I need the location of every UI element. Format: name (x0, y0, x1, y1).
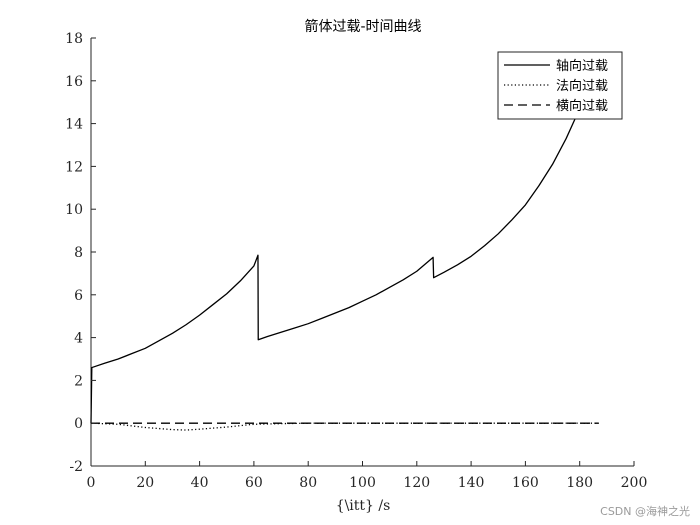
y-tick-label: 16 (65, 74, 83, 90)
y-tick-label: 8 (74, 245, 83, 261)
x-tick-label: 200 (621, 475, 648, 491)
x-tick-label: 180 (566, 475, 593, 491)
y-tick-label: 0 (74, 416, 83, 432)
x-axis-label: {\itt} /s (336, 498, 391, 514)
x-axis: 0 20 40 60 80 100 120 140 160 180 200 (87, 461, 648, 491)
y-tick-label: 18 (65, 31, 83, 47)
y-tick-label: 12 (65, 159, 83, 175)
x-tick-label: 80 (299, 475, 317, 491)
y-tick-label: 2 (74, 373, 83, 389)
x-tick-label: 40 (191, 475, 209, 491)
series-line-1 (90, 93, 589, 424)
series-line-2 (90, 422, 599, 431)
chart-title: 箭体过载-时间曲线 (304, 18, 421, 35)
x-tick-label: 100 (349, 475, 376, 491)
x-tick-label: 160 (512, 475, 539, 491)
x-tick-label: 20 (136, 475, 154, 491)
y-tick-label: -2 (69, 459, 83, 475)
x-tick-label: 60 (245, 475, 263, 491)
legend-label: 轴向过载 (556, 58, 608, 74)
y-tick-label: 6 (74, 288, 83, 304)
legend-label: 法向过载 (556, 78, 608, 94)
legend-label: 横向过载 (556, 98, 608, 114)
y-tick-label: 4 (74, 331, 83, 347)
y-tick-label: 14 (65, 117, 83, 133)
y-axis: -2 0 2 4 6 8 10 12 14 16 18 (65, 31, 96, 475)
y-tick-label: 10 (65, 202, 83, 218)
x-tick-label: 120 (403, 475, 430, 491)
x-tick-label: 0 (87, 475, 96, 491)
x-tick-label: 140 (458, 475, 485, 491)
watermark: CSDN @海神之光 (600, 504, 690, 518)
